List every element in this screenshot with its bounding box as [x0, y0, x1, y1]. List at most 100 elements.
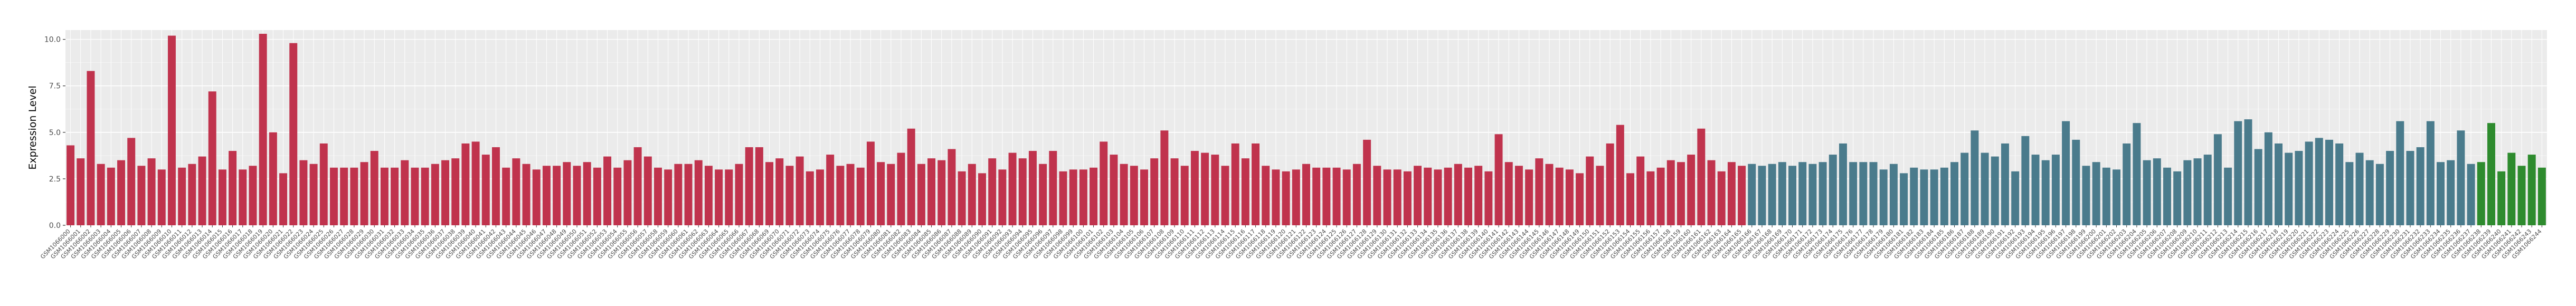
bar	[1090, 167, 1098, 225]
bar	[1616, 125, 1624, 225]
bar	[1940, 167, 1948, 225]
bar	[1788, 166, 1796, 225]
bar	[2365, 160, 2374, 225]
bar	[461, 143, 470, 225]
bar	[1100, 141, 1108, 225]
bar	[1808, 164, 1817, 225]
bar	[785, 166, 794, 225]
bar	[563, 162, 571, 225]
bar	[1991, 156, 1999, 225]
bar	[471, 141, 480, 225]
bar	[2133, 123, 2141, 225]
bar	[1373, 166, 1381, 225]
bar	[2244, 119, 2252, 225]
bar	[269, 132, 277, 225]
bar	[2173, 171, 2182, 225]
bar	[1190, 151, 1199, 225]
bar	[2143, 160, 2151, 225]
bar	[1120, 164, 1128, 225]
bar	[613, 167, 622, 225]
bar	[1687, 155, 1696, 225]
bar	[380, 167, 389, 225]
bar	[2011, 171, 2020, 225]
bar	[1160, 130, 1169, 225]
bar	[1535, 158, 1543, 225]
bar	[77, 158, 85, 225]
bar	[1778, 162, 1786, 225]
bar	[340, 167, 348, 225]
bar	[391, 167, 399, 225]
y-tick-label: 5.0	[49, 129, 61, 137]
bar	[2305, 141, 2313, 225]
bar	[1707, 160, 1716, 225]
bar	[1525, 169, 1533, 225]
bar	[643, 156, 652, 225]
bar	[664, 169, 673, 225]
bar	[259, 34, 267, 226]
bar	[1211, 155, 1219, 225]
bar	[2355, 152, 2364, 225]
bar	[127, 138, 136, 225]
bar	[1474, 166, 1483, 225]
bar	[1008, 152, 1017, 225]
bar	[1352, 164, 1361, 225]
y-tick-label: 0.0	[49, 222, 61, 230]
bar	[2163, 167, 2171, 225]
bar	[1170, 158, 1179, 225]
bar	[1636, 156, 1645, 225]
bar	[927, 158, 936, 225]
bar	[1859, 162, 1868, 225]
bar	[350, 167, 358, 225]
bar	[2487, 123, 2495, 225]
bar	[1231, 143, 1239, 225]
bar	[674, 164, 683, 225]
bar	[218, 169, 226, 225]
bar	[1342, 169, 1351, 225]
y-tick-label: 2.5	[49, 175, 61, 184]
bar	[1039, 164, 1047, 225]
bar	[755, 147, 763, 225]
bar	[2062, 121, 2070, 225]
bar	[1971, 130, 1979, 225]
bar	[897, 152, 905, 225]
bar	[117, 160, 126, 225]
bar	[2041, 160, 2050, 225]
bar	[1829, 155, 1837, 225]
bar	[2537, 167, 2546, 225]
bar	[2072, 139, 2080, 225]
bar	[1434, 169, 1442, 225]
y-axis: 0.0 2.5 5.0 7.5 10.0	[44, 36, 65, 230]
bar	[1282, 171, 1290, 225]
bar	[502, 167, 510, 225]
bar	[2051, 155, 2060, 225]
bar	[411, 167, 419, 225]
bar	[2375, 164, 2384, 225]
bar	[704, 166, 713, 225]
bar	[1494, 134, 1503, 225]
bar	[1889, 164, 1898, 225]
bar	[877, 162, 885, 225]
bar	[2345, 162, 2354, 225]
bar	[1738, 166, 1746, 225]
bar	[948, 149, 956, 225]
bar	[97, 164, 105, 225]
bar	[1130, 166, 1138, 225]
bar	[309, 164, 318, 225]
bar	[1444, 167, 1452, 225]
bar	[623, 160, 632, 225]
bar	[2254, 149, 2262, 225]
bar	[522, 164, 531, 225]
bar	[1363, 139, 1371, 225]
bar	[1332, 167, 1341, 225]
bar	[2527, 155, 2536, 225]
bar	[188, 164, 196, 225]
bar	[1028, 151, 1037, 225]
bar	[2335, 143, 2344, 225]
bar	[1018, 158, 1027, 225]
bar	[1140, 169, 1148, 225]
y-axis-title: Expression Level	[27, 85, 39, 169]
bar	[279, 173, 288, 225]
bar	[1910, 167, 1918, 225]
bar	[229, 151, 237, 225]
y-tick-label: 7.5	[49, 82, 61, 91]
